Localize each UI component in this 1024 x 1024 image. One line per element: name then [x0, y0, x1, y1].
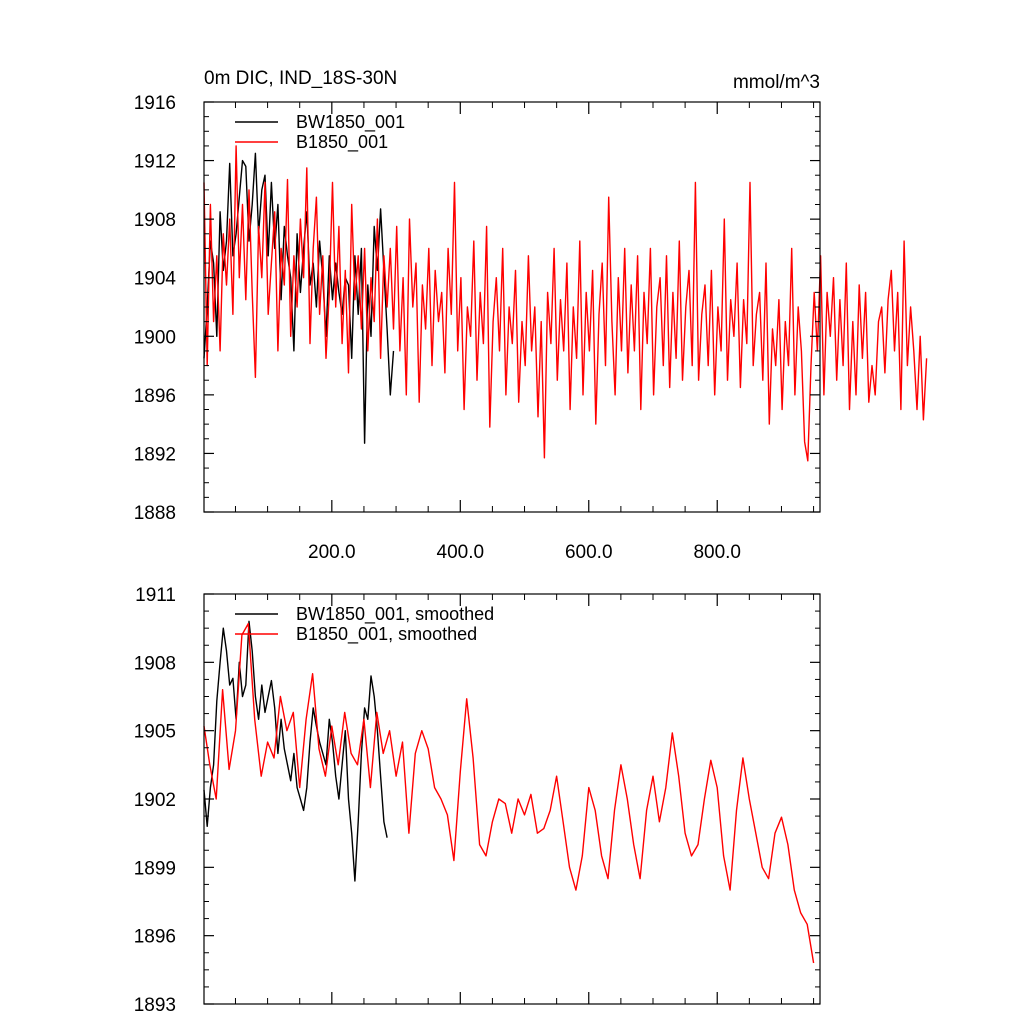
top-y-tick-label: 1896 [134, 386, 176, 407]
top-y-tick-label: 1916 [134, 93, 176, 114]
top-y-tick-label: 1912 [134, 152, 176, 173]
top-x-tick-label: 600.0 [565, 542, 613, 563]
top-panel: 0m DIC, IND_18S-30N mmol/m^3 1888 1892 189… [134, 68, 928, 563]
top-x-tick-label: 200.0 [308, 542, 356, 563]
top-x-tick-label: 400.0 [437, 542, 485, 563]
bottom-legend-label-1: BW1850_001, smoothed [296, 604, 494, 625]
bottom-y-tick-label: 1893 [134, 995, 176, 1016]
top-legend-label-2: B1850_001 [296, 132, 388, 153]
top-x-tick-label: 800.0 [693, 542, 741, 563]
bottom-y-tick-label: 1902 [134, 790, 176, 811]
bottom-plot-frame [203, 593, 821, 1005]
bottom-y-tick-label: 1899 [134, 858, 176, 879]
bottom-panel: 1893 1896 1899 1902 1905 1908 1911 BW1850_001,… [134, 585, 821, 1016]
bottom-series-line-2 [203, 622, 815, 964]
bottom-y-tick-label: 1896 [134, 927, 176, 948]
bottom-y-tick-label: 1911 [135, 585, 176, 606]
top-y-tick-label: 1908 [134, 210, 176, 231]
top-y-tick-label: 1892 [134, 444, 176, 465]
units-label: mmol/m^3 [733, 72, 820, 93]
top-y-tick-label: 1904 [134, 269, 177, 290]
bottom-y-tick-label: 1908 [134, 653, 176, 674]
bottom-series-line-1 [203, 620, 388, 882]
top-series-line-2 [203, 145, 928, 462]
bottom-axes: 1893 1896 1899 1902 1905 1908 1911 [134, 585, 820, 1016]
bottom-legend-label-2: B1850_001, smoothed [296, 624, 477, 645]
top-axes: 1888 1892 1896 1900 1904 1908 1912 1916 200.0 400… [134, 93, 820, 563]
top-y-tick-label: 1888 [134, 503, 176, 524]
top-series-group [203, 145, 928, 462]
bottom-y-tick-label: 1905 [134, 722, 176, 743]
top-legend-label-1: BW1850_001 [296, 112, 405, 133]
chart-title: 0m DIC, IND_18S-30N [204, 68, 397, 89]
top-y-tick-label: 1900 [134, 327, 176, 348]
bottom-series-group [203, 620, 815, 964]
